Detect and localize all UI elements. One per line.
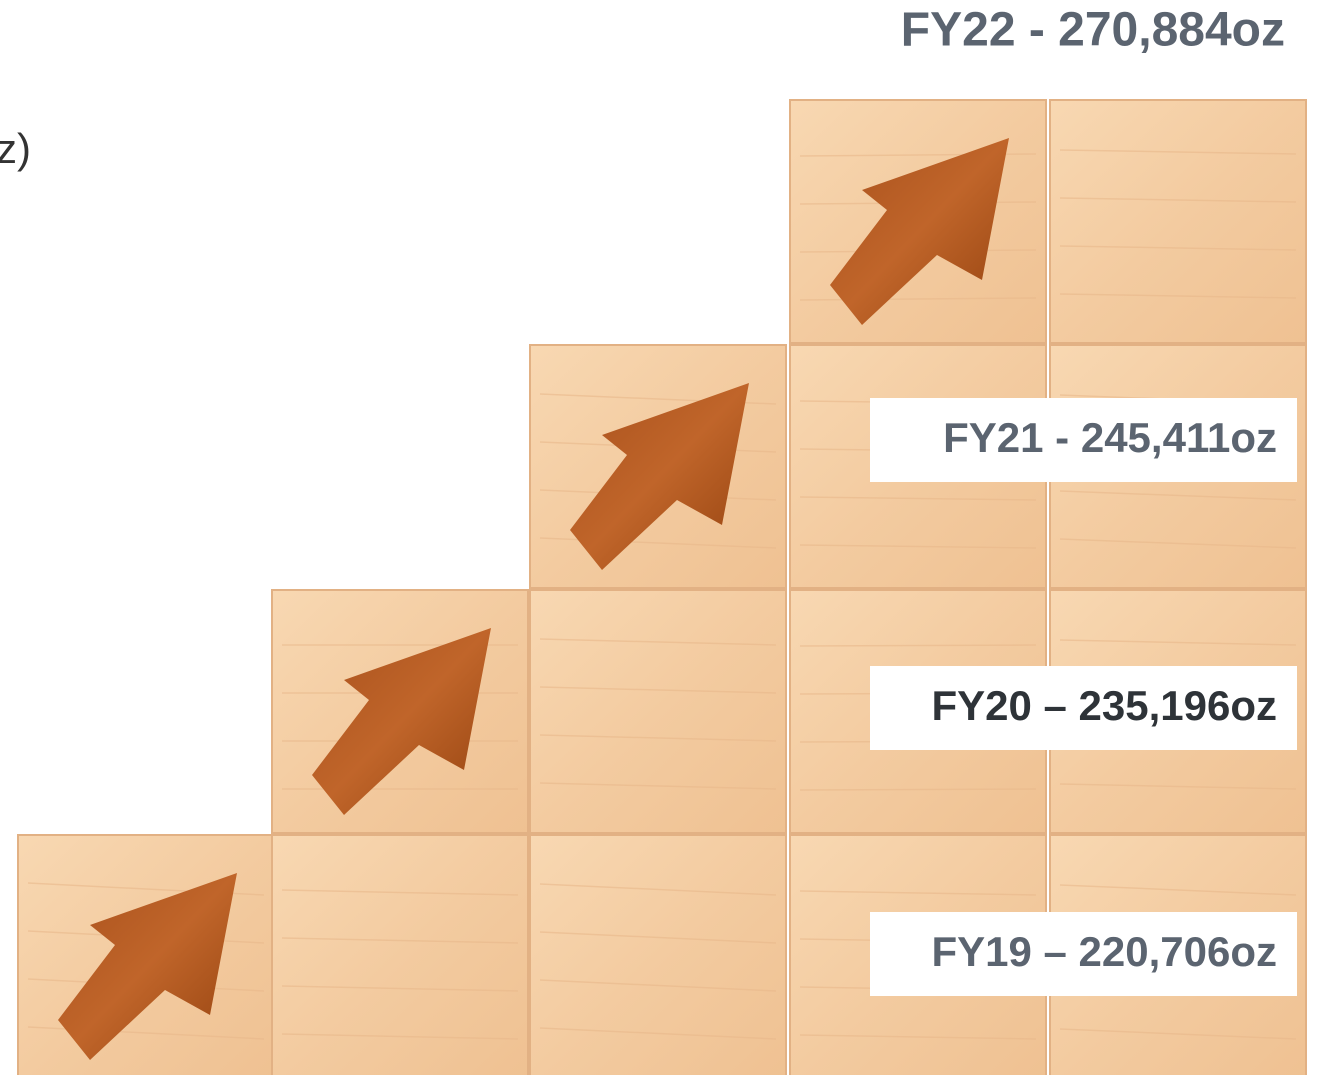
label: FY20 – 235,196oz	[931, 682, 1277, 729]
wood-grain	[800, 789, 1036, 790]
fragment-text: z)	[0, 125, 31, 172]
wood-block	[530, 590, 786, 833]
label: FY22 - 270,884oz	[901, 4, 1285, 57]
slide: z) FY22 - 270,884oz FY21 - 245,411oz FY2…	[0, 0, 1319, 1075]
wood-block	[1050, 100, 1306, 343]
label: FY19 – 220,706oz	[931, 928, 1277, 975]
page: z) FY22 - 270,884oz FY21 - 245,411oz FY2…	[0, 0, 1319, 1075]
wood-grain	[800, 645, 1036, 646]
label: FY21 - 245,411oz	[943, 414, 1277, 461]
wood-block	[530, 835, 786, 1075]
